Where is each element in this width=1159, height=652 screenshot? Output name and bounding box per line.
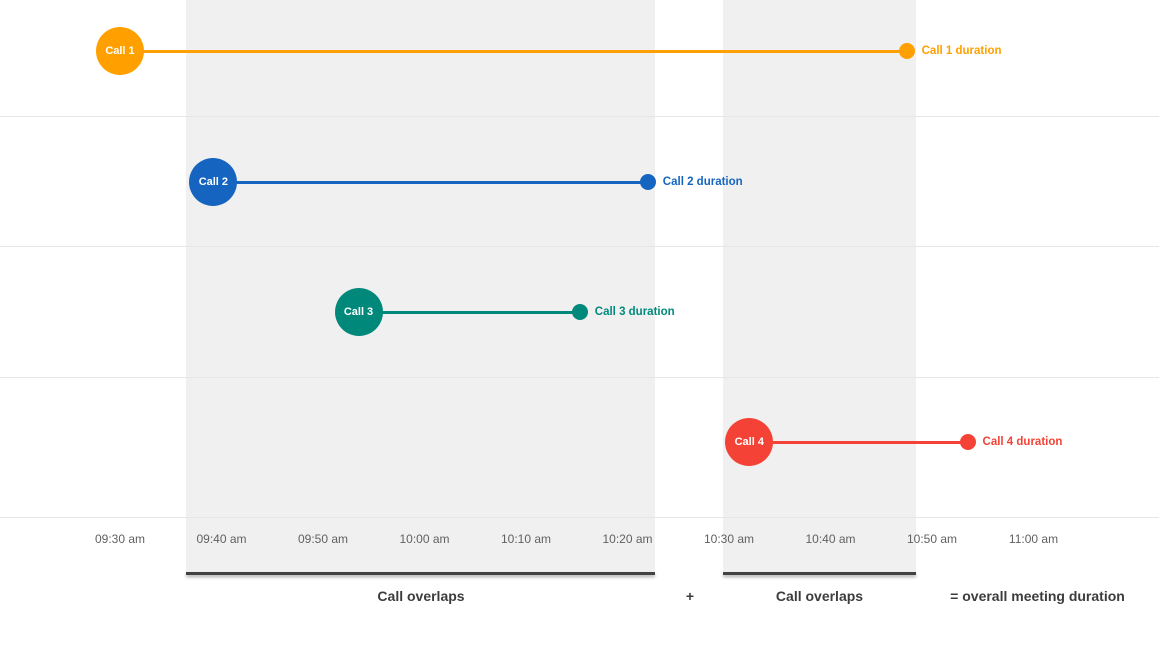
overlap-2-label: Call overlaps: [775, 588, 864, 604]
axis-tick-label: 09:50 am: [297, 532, 349, 546]
axis-tick-label: 11:00 am: [1008, 532, 1059, 546]
call-3-end-dot: [571, 304, 588, 320]
call-4-start-marker: Call 4: [725, 418, 774, 466]
gridline: [0, 377, 1159, 378]
call-1-start-marker: Call 1: [96, 27, 144, 75]
gridline: [0, 517, 1159, 518]
axis-tick-label: 10:30 am: [703, 532, 755, 546]
overlap-underline-1: [185, 572, 655, 575]
gridline: [0, 246, 1159, 247]
overlap-1-label: Call overlaps: [377, 588, 465, 604]
call-2-end-dot: [639, 174, 656, 190]
plus-sign: +: [685, 588, 695, 604]
axis-tick-label: 10:40 am: [805, 532, 856, 546]
call-1-end-dot: [898, 43, 915, 59]
overall-meeting-duration-label: = overall meeting duration: [950, 588, 1125, 604]
call-1-duration-label: Call 1 duration: [921, 45, 1002, 57]
call-3-duration-line: [358, 310, 580, 314]
overlap-region-2: [722, 0, 916, 575]
call-2-start-marker: Call 2: [189, 158, 238, 206]
call-3-duration-label: Call 3 duration: [594, 306, 675, 318]
call-2-duration-line: [213, 180, 648, 184]
call-1-duration-line: [120, 49, 907, 53]
axis-tick-label: 09:30 am: [94, 532, 146, 546]
call-3-start-marker: Call 3: [334, 288, 383, 336]
call-4-duration-label: Call 4 duration: [982, 436, 1063, 448]
axis-tick-label: 09:40 am: [196, 532, 247, 546]
overlap-region-1: [185, 0, 655, 575]
axis-tick-label: 10:20 am: [602, 532, 653, 546]
overlap-underline-2: [722, 572, 916, 575]
axis-tick-label: 10:10 am: [500, 532, 552, 546]
axis-tick-label: 10:50 am: [906, 532, 958, 546]
gridline: [0, 116, 1159, 117]
call-4-duration-line: [749, 440, 968, 444]
call-2-duration-label: Call 2 duration: [662, 176, 743, 188]
axis-tick-label: 10:00 am: [399, 532, 450, 546]
call-4-end-dot: [959, 434, 976, 450]
